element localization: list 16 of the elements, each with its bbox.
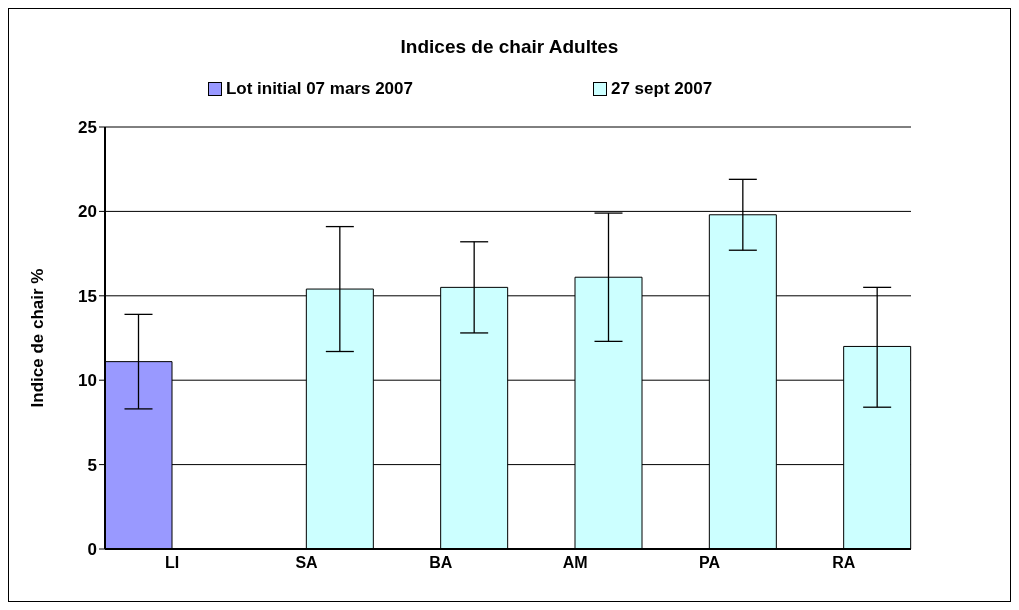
y-tick-label: 20 (78, 202, 97, 222)
x-tick-label: RA (832, 554, 856, 572)
legend-label: Lot initial 07 mars 2007 (225, 79, 413, 99)
x-tick-label: BA (429, 554, 453, 572)
y-tick-label: 15 (78, 286, 97, 306)
x-tick-label: SA (295, 554, 319, 572)
x-tick-label: AM (562, 554, 588, 572)
x-tick-label: PA (698, 554, 721, 572)
chart-title: Indices de chair Adultes (399, 36, 620, 58)
y-tick-label: 0 (87, 540, 97, 560)
y-tick-label: 5 (87, 455, 97, 475)
y-axis-title: Indice de chair % (28, 268, 48, 408)
legend-label: 27 sept 2007 (610, 79, 713, 99)
x-tick-label: LI (165, 554, 180, 572)
y-tick-label: 25 (78, 118, 97, 138)
y-tick-label: 10 (78, 371, 97, 391)
